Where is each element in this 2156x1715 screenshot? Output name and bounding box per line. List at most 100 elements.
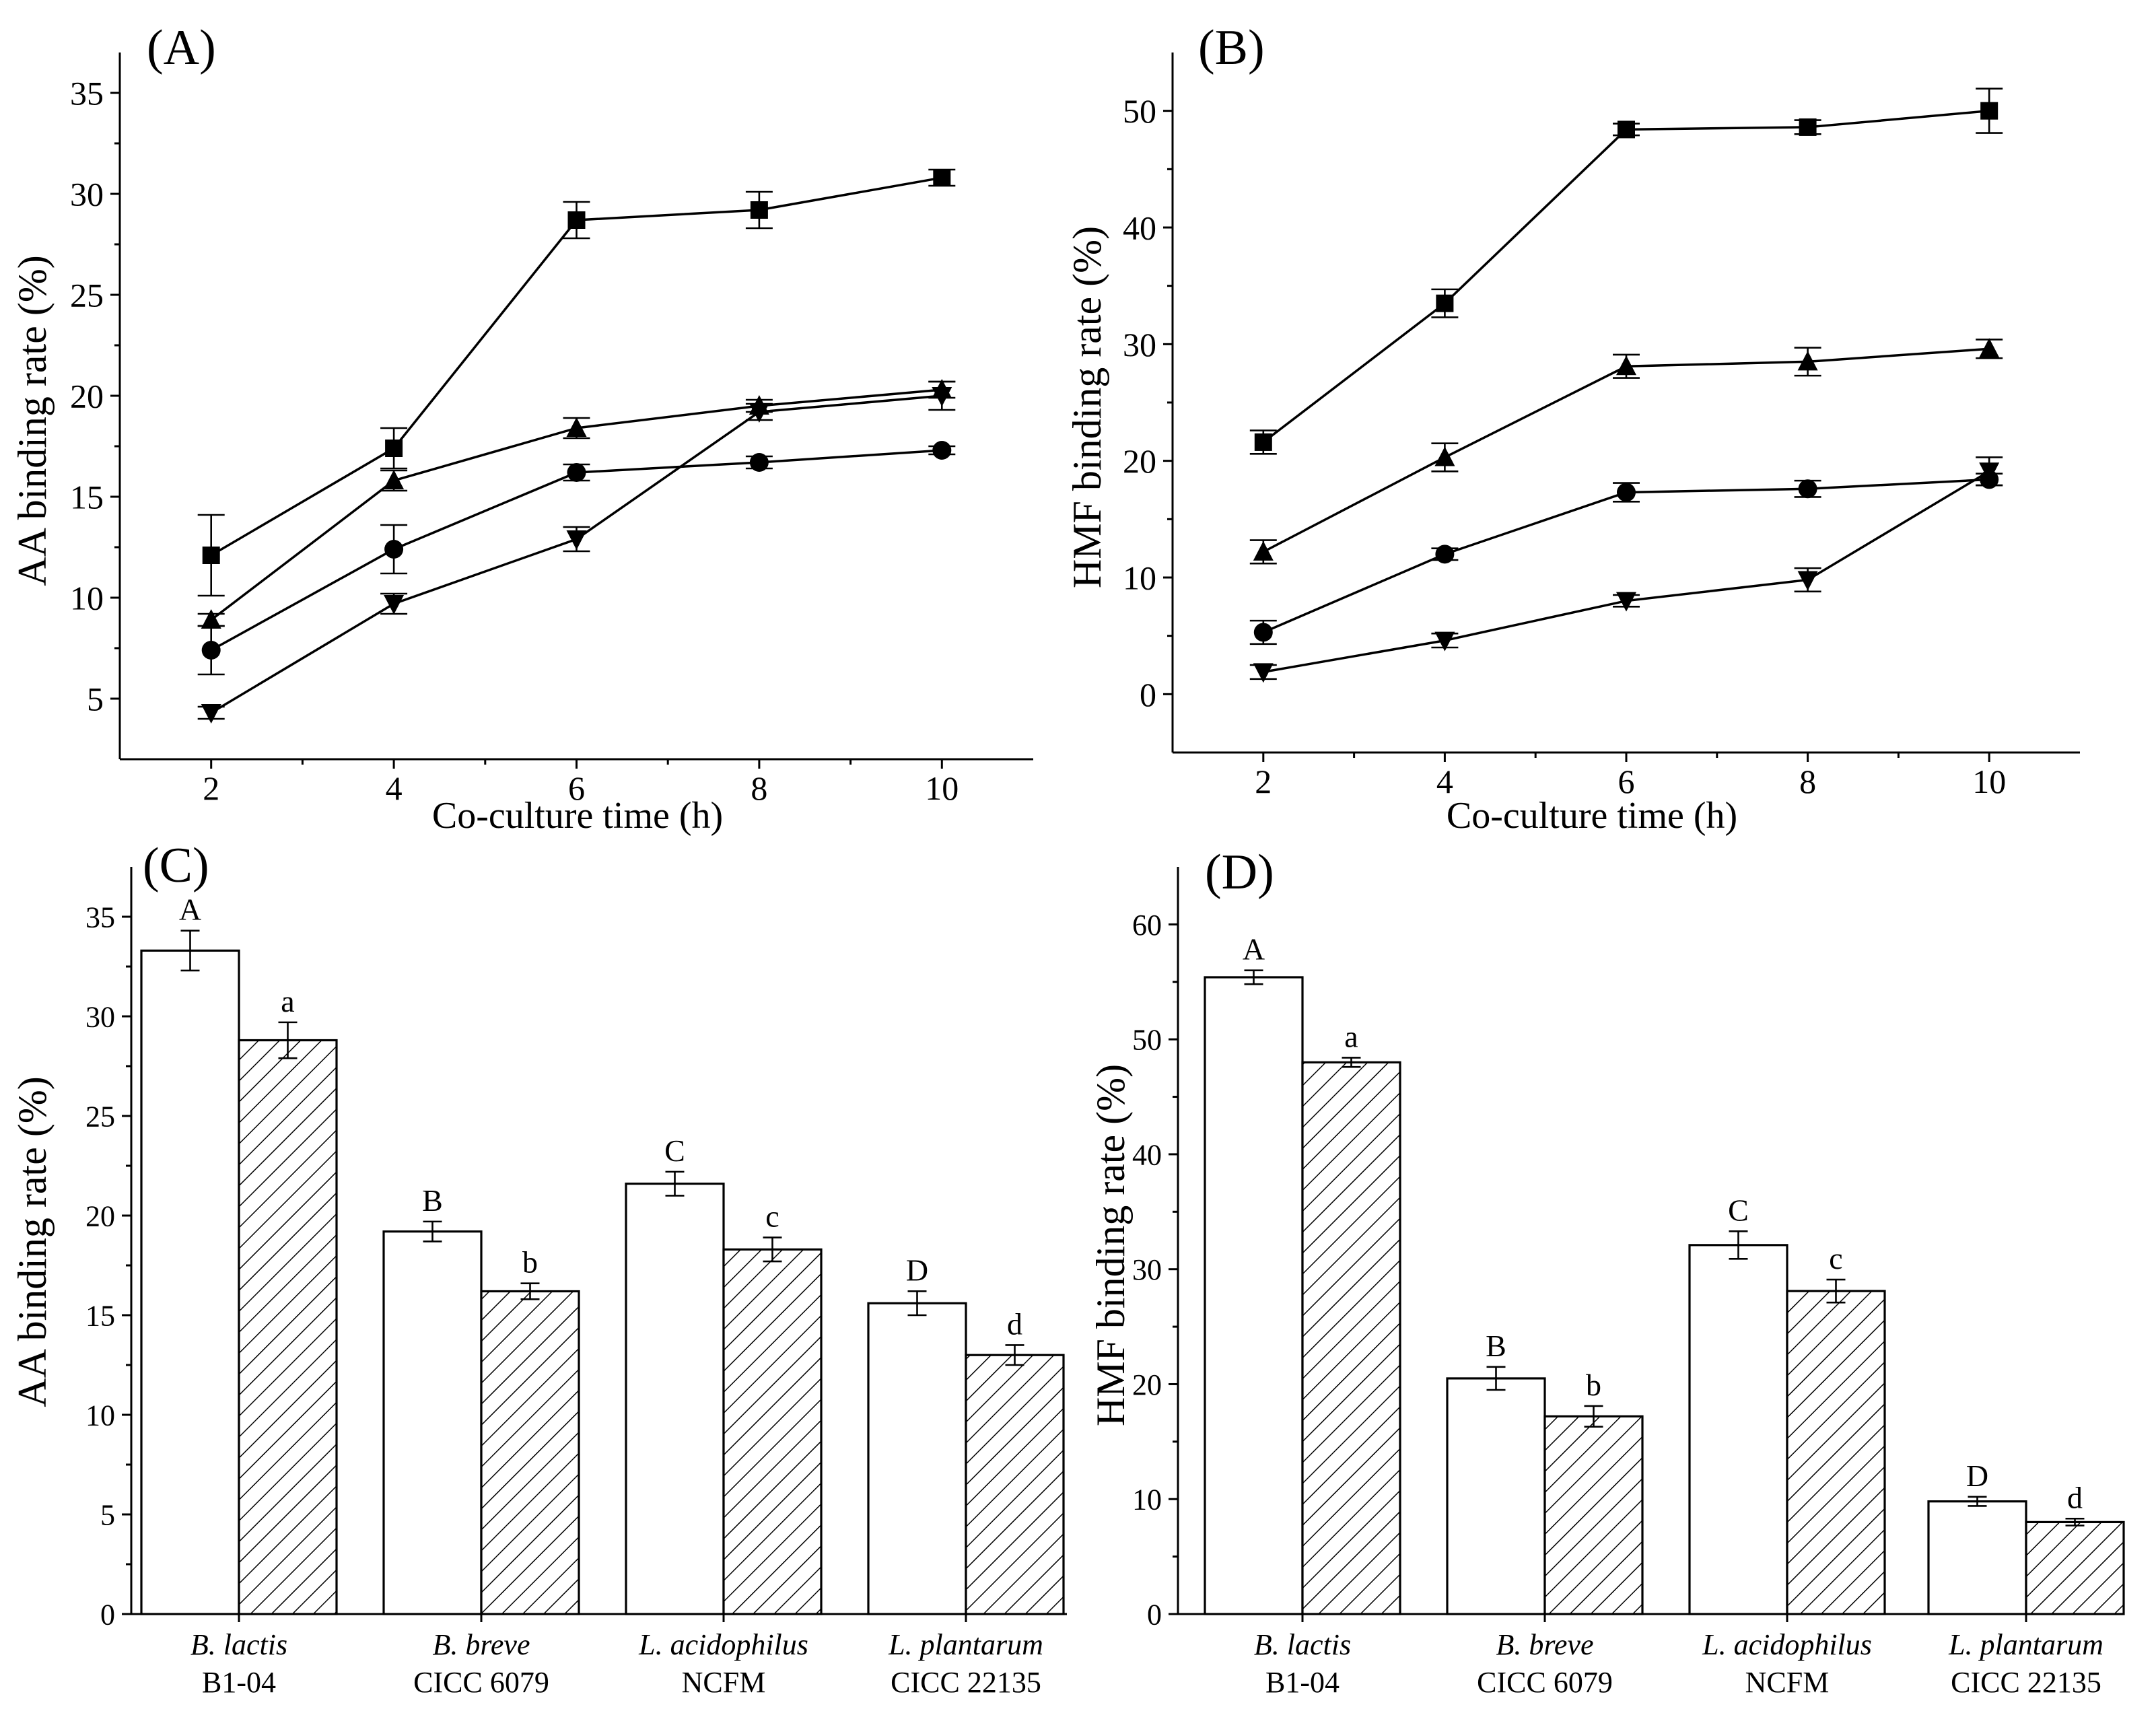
panel-c-bar-hatched [480,1290,580,1615]
panel-c-y-tick-label: 0 [100,1598,115,1631]
panel-b-y-axis-label: HMF binding rate (%) [1065,226,1109,588]
panel-b-series-square-point [1618,120,1635,139]
panel-d-bar-hatched-significance-label: d [2067,1480,2083,1514]
panel-d-category-strain: NCFM [1745,1666,1830,1699]
panel-d-bar-chart: (D) HMF binding rate (%) 0 10 20 30 40 50 60 B… [1088,845,2125,1699]
panel-d-y-tick-label: 0 [1147,1598,1162,1631]
panel-b-x-tick-label: 10 [1972,763,2006,800]
panel-c-bar-open-significance-label: A [179,893,201,927]
panel-d-bar-open-error-bar [1729,1230,1748,1260]
panel-d-bar-hatched [1786,1290,1886,1615]
panel-c-y-tick-label: 15 [85,1299,115,1332]
panel-d-category-species: B. breve [1496,1628,1594,1661]
panel-b-series-square-point [1254,433,1272,451]
panel-d-category-species: L. acidophilus [1702,1628,1872,1661]
panel-c-bar-open [382,1230,483,1615]
panel-b-series-circle-point [1435,545,1455,564]
panel-d-bar-hatched-error-bar [2065,1517,2085,1527]
panel-c-bar-hatched [238,1039,338,1615]
panel-b-series-square-point [1436,294,1454,312]
panel-a-line-chart: (A) AA binding rate (%) Co-culture time … [10,20,1033,837]
panel-a-series-square-point [567,211,586,229]
panel-a-series-triangle-point [201,609,221,629]
panel-b-y-tick-label: 30 [1123,326,1156,363]
panel-b-series-triangle-point [1797,351,1818,371]
panel-a-y-tick-label: 10 [70,580,104,617]
panel-a-series-triangle-point [384,470,405,489]
panel-c-bar-open [867,1302,967,1615]
panel-b-series-triangle-line [1262,347,1990,553]
panel-b-y-tick-label: 20 [1123,442,1156,480]
panel-b-y-tick-label: 40 [1123,209,1156,247]
panel-a-series-square-point [385,440,403,457]
panel-d-bar-hatched-error-bar [1342,1057,1361,1068]
panel-d-bar-hatched [1301,1061,1401,1615]
panel-c-bar-open-error-bar [423,1220,442,1242]
panel-b-series-circle-point [1798,479,1817,499]
panel-c-bar-hatched-significance-label: b [522,1245,538,1280]
panel-d-y-tick-label: 30 [1132,1253,1162,1286]
panel-b-series-circle-point [1617,483,1636,502]
panel-c-category-strain: NCFM [682,1666,766,1699]
panel-a-x-axis-label: Co-culture time (h) [432,795,723,837]
panel-a-x-tick-label: 10 [925,769,959,807]
panel-b-x-tick-label: 4 [1436,763,1453,800]
panel-c-bar-open-error-bar [665,1170,685,1197]
panel-c-y-tick-label: 30 [85,1000,115,1033]
panel-b-series-square-line [1262,109,1990,444]
panel-a-series-square-point [202,547,220,564]
panel-d-bar-hatched [1543,1415,1644,1615]
panel-b-x-axis-label: Co-culture time (h) [1447,795,1737,837]
panel-a-series-down-triangle-point [749,403,769,423]
panel-c-y-tick-label: 5 [100,1498,115,1531]
panel-c-bar-hatched-error-bar [278,1021,298,1059]
panel-a-series-down-triangle-point [566,530,587,550]
panel-a-title: (A) [147,20,216,75]
panel-c-bar-hatched-error-bar [1005,1344,1024,1366]
panel-c-category-species: L. acidophilus [638,1628,808,1661]
panel-a-series-circle-point [749,453,769,472]
panel-a-y-tick-label: 20 [70,378,104,415]
panel-d-category-strain: CICC 22135 [1951,1666,2101,1699]
panel-a-x-tick-label: 6 [568,769,585,807]
panel-a-y-tick-label: 5 [87,680,104,718]
panel-b-y-tick-label: 50 [1123,92,1156,130]
panel-a-series-square-point [933,169,951,186]
panel-d-category-species: L. plantarum [1948,1628,2103,1661]
panel-d-bar-hatched-error-bar [1826,1278,1846,1304]
panel-d-bar-open-error-bar [1486,1366,1506,1391]
panel-b-series-triangle-point [1434,446,1455,466]
panel-c-category-strain: CICC 6079 [413,1666,549,1699]
panel-c-bar-hatched [965,1354,1065,1615]
panel-c-y-tick-label: 35 [85,901,115,934]
panel-c-category-species: B. breve [433,1628,530,1661]
panel-d-bar-hatched-significance-label: c [1829,1241,1842,1275]
panel-d-bar-open [1688,1244,1788,1615]
panel-d-bar-open-significance-label: D [1966,1459,1988,1493]
panel-b-series-triangle-point [1253,540,1274,561]
panel-c-bar-hatched-significance-label: c [765,1199,779,1234]
panel-b-series-square-point [1799,118,1817,136]
panel-c-y-tick-label: 20 [85,1199,115,1232]
panel-b-y-tick-label: 0 [1140,676,1156,713]
panel-d-bar-open-significance-label: C [1728,1193,1749,1227]
panel-a-y-tick-label: 35 [70,75,104,112]
panel-c-y-tick-label: 10 [85,1399,115,1432]
panel-b-series-down-triangle-point [1616,592,1636,612]
panel-a-series-circle-point [567,463,586,482]
panel-b-series-square-point [1980,102,1998,120]
panel-b-y-tick-label: 10 [1123,559,1156,597]
panel-d-bar-hatched-error-bar [1584,1405,1603,1428]
panel-c-bar-open-significance-label: C [664,1133,685,1168]
panel-b-series-triangle-point [1979,338,2000,358]
panel-b-series-down-triangle-point [1979,462,2000,483]
panel-c-bar-open-significance-label: B [422,1183,443,1218]
panel-d-bar-open-error-bar [1244,969,1263,985]
panel-a-y-tick-label: 30 [70,176,104,213]
panel-c-category-species: B. lactis [190,1628,287,1661]
panel-b-series-down-triangle-point [1253,663,1274,683]
panel-c-bar-hatched-error-bar [763,1236,782,1263]
panel-a-series-circle-point [932,441,952,460]
panel-d-y-tick-label: 60 [1132,909,1162,942]
